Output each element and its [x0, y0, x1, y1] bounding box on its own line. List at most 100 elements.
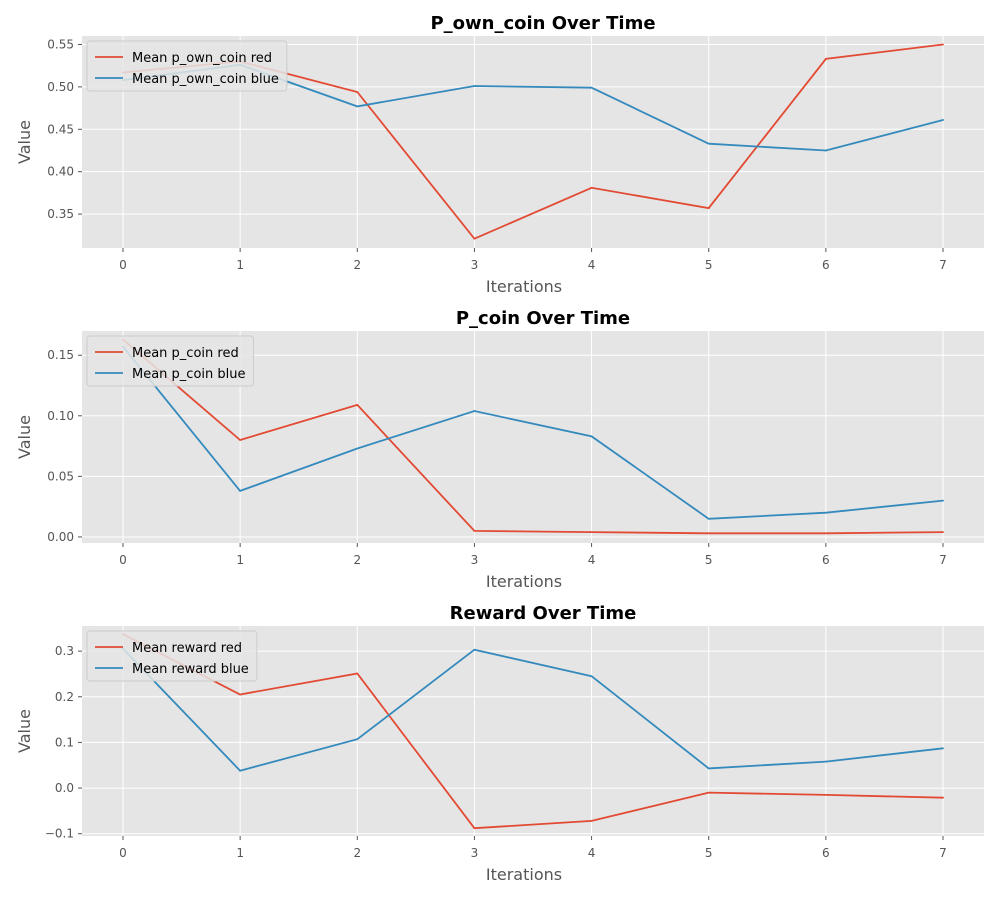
data-point — [942, 796, 944, 799]
data-point — [590, 435, 593, 438]
x-axis-label: Iterations — [486, 277, 562, 296]
x-tick-label: 4 — [588, 258, 596, 272]
y-tick-label: 0.00 — [47, 530, 74, 544]
data-point — [707, 207, 710, 210]
data-point — [356, 738, 359, 741]
y-tick-label: −0.1 — [45, 827, 74, 841]
legend-label: Mean p_coin red — [132, 346, 239, 361]
x-tick-label: 6 — [822, 258, 830, 272]
x-tick-label: 4 — [588, 553, 596, 567]
series-line-blue — [122, 648, 944, 772]
x-tick-label: 4 — [588, 846, 596, 860]
x-tick-label: 2 — [353, 553, 361, 567]
x-tick-label: 1 — [236, 846, 244, 860]
data-point — [824, 511, 827, 514]
chart-title: P_own_coin Over Time — [430, 13, 655, 34]
y-axis-label: Value — [15, 415, 34, 459]
x-axis-label: Iterations — [486, 572, 562, 591]
legend: Mean p_coin red Mean p_coin blue — [86, 335, 254, 387]
x-tick-label: 2 — [353, 846, 361, 860]
x-tick-label: 1 — [236, 258, 244, 272]
y-tick-label: 0.35 — [47, 207, 74, 221]
data-point — [356, 105, 359, 108]
y-tick-label: 0.2 — [55, 690, 74, 704]
data-point — [590, 820, 593, 822]
data-point — [824, 532, 827, 535]
legend: Mean p_own_coin red Mean p_own_coin blue — [86, 40, 288, 92]
data-point — [473, 529, 476, 532]
data-point — [942, 747, 944, 750]
data-point — [707, 791, 710, 794]
data-point — [707, 142, 710, 145]
x-tick-label: 7 — [939, 846, 947, 860]
data-point — [473, 237, 476, 240]
data-point — [239, 439, 242, 441]
data-point — [356, 672, 359, 675]
y-axis-label: Value — [15, 709, 34, 753]
data-point — [942, 43, 944, 46]
legend-label: Mean p_coin blue — [132, 367, 246, 382]
chart-title: P_coin Over Time — [456, 308, 630, 329]
data-point — [824, 57, 827, 60]
legend-box — [86, 40, 288, 92]
data-point — [473, 648, 476, 651]
y-tick-label: 0.15 — [47, 348, 74, 362]
chart-panel-1: 0 1 2 3 4 5 6 7 0.00 0.05 0.10 0.15 P_coin Over Time… — [15, 308, 984, 591]
data-point — [239, 769, 242, 772]
data-point — [473, 827, 476, 830]
y-tick-label: 0.45 — [47, 122, 74, 136]
y-axis-label: Value — [15, 120, 34, 164]
y-tick-label: 0.50 — [47, 80, 74, 94]
series-line-red — [122, 338, 944, 535]
y-tick-label: 0.05 — [47, 469, 74, 483]
data-point — [239, 693, 242, 696]
y-tick-label: 0.0 — [55, 781, 74, 795]
x-tick-label: 2 — [353, 258, 361, 272]
data-point — [590, 86, 593, 89]
data-point — [824, 149, 827, 152]
x-tick-label: 0 — [119, 258, 127, 272]
data-point — [707, 517, 710, 520]
y-tick-label: 0.55 — [47, 37, 74, 51]
legend: Mean reward red Mean reward blue — [86, 630, 258, 682]
y-tick-label: 0.10 — [47, 409, 74, 423]
x-tick-label: 3 — [471, 846, 479, 860]
x-tick-label: 3 — [471, 553, 479, 567]
data-point — [942, 531, 944, 533]
x-tick-label: 7 — [939, 258, 947, 272]
data-point — [239, 490, 242, 492]
data-point — [824, 760, 827, 763]
data-point — [590, 675, 593, 678]
data-point — [707, 532, 710, 535]
series-line-red — [122, 633, 944, 830]
data-point — [356, 447, 359, 450]
legend-label: Mean reward blue — [132, 662, 249, 677]
chart-panel-2: 0 1 2 3 4 5 6 7 −0.1 0.0 0.1 0.2 0.3 Reward Over Time… — [15, 603, 984, 884]
x-tick-label: 3 — [471, 258, 479, 272]
data-point — [824, 794, 827, 796]
legend-label: Mean p_own_coin blue — [132, 72, 279, 87]
data-point — [942, 119, 944, 121]
y-tick-label: 0.1 — [55, 735, 74, 749]
data-point — [590, 531, 593, 533]
x-tick-label: 6 — [822, 846, 830, 860]
y-tick-label: 0.40 — [47, 165, 74, 179]
data-point — [356, 403, 359, 406]
x-tick-label: 6 — [822, 553, 830, 567]
x-tick-label: 5 — [705, 258, 713, 272]
x-tick-label: 1 — [236, 553, 244, 567]
data-point — [590, 186, 593, 189]
legend-label: Mean reward red — [132, 641, 242, 656]
chart-title: Reward Over Time — [450, 603, 637, 624]
data-point — [473, 85, 476, 87]
series-line-blue — [122, 346, 944, 520]
x-tick-label: 0 — [119, 553, 127, 567]
chart-panel-0: 0 1 2 3 4 5 6 7 0.35 0.40 0.45 0.50 0.55 P_own_coin O… — [15, 13, 984, 296]
data-point — [473, 410, 476, 412]
x-axis-label: Iterations — [486, 865, 562, 884]
x-tick-label: 7 — [939, 553, 947, 567]
legend-label: Mean p_own_coin red — [132, 51, 272, 66]
data-point — [942, 499, 944, 502]
data-point — [707, 767, 710, 770]
